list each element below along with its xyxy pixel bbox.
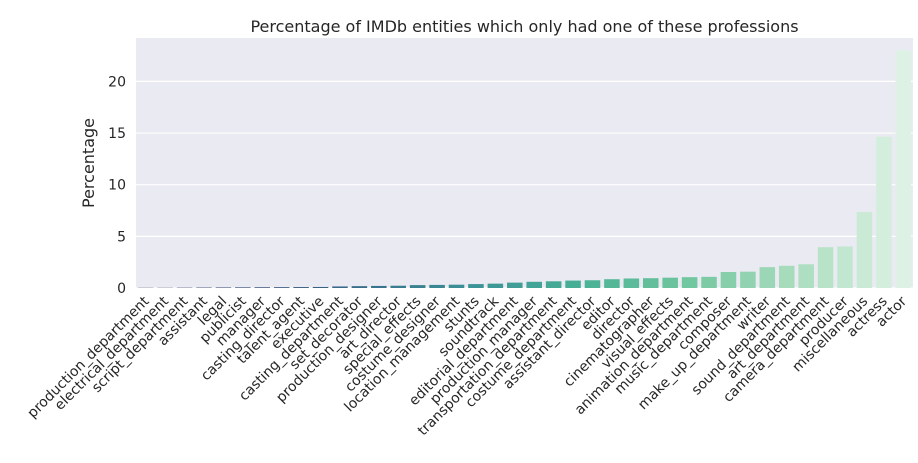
bar-casting-department	[332, 286, 348, 288]
bar-director	[623, 278, 640, 288]
y-tick-label: 15	[108, 126, 126, 142]
bar-editor	[604, 279, 620, 288]
bar-music-department	[701, 276, 717, 288]
bar-miscellaneous	[856, 212, 873, 288]
plot-area	[136, 38, 913, 288]
bar-camera-department	[817, 247, 834, 288]
bar-make-up-department	[740, 271, 756, 288]
bar-manager	[254, 287, 271, 288]
bar-executive	[312, 286, 329, 288]
y-axis-label: Percentage	[79, 118, 98, 208]
bar-production-designer	[371, 285, 387, 288]
chart-title: Percentage of IMDb entities which only h…	[250, 17, 798, 36]
bar-location-management	[448, 284, 465, 288]
bar-transportation-department	[545, 281, 562, 288]
x-tick-label: electrical_department	[52, 293, 173, 414]
bar-production-manager	[526, 281, 542, 288]
bar-set-decorator	[351, 286, 368, 288]
bar-soundtrack	[487, 283, 504, 288]
bar-cinematographer	[642, 278, 659, 288]
bar-editorial-department	[507, 282, 523, 288]
bar-stunts	[468, 284, 484, 288]
y-tick-label: 20	[108, 74, 126, 90]
y-tick-label: 10	[108, 178, 126, 194]
bar-producer	[837, 246, 853, 288]
bar-visual-effects	[662, 277, 678, 288]
bar-art-department	[798, 264, 814, 288]
bar-actor	[895, 50, 912, 288]
y-tick-label: 5	[117, 229, 126, 245]
y-tick-label: 0	[117, 281, 126, 297]
bar-actress	[876, 136, 892, 288]
bar-legal	[215, 287, 232, 288]
bar-composer	[720, 271, 737, 288]
bar-casting-director	[273, 287, 290, 288]
bar-talent-agent	[293, 287, 309, 288]
bar-writer	[759, 267, 776, 288]
bar-costume-department	[565, 280, 581, 288]
bar-art-director	[390, 285, 407, 288]
bar-special-effects	[409, 285, 426, 288]
bar-publicist	[235, 287, 251, 288]
bar-sound-department	[778, 265, 795, 288]
bar-assistant-director	[584, 280, 601, 288]
bars	[137, 50, 912, 288]
x-axis-ticks: production_departmentelectrical_departme…	[25, 293, 911, 439]
bar-animation-department	[681, 277, 698, 288]
y-axis-ticks: 0 5 10 15 20	[108, 74, 126, 297]
bar-costume-designer	[429, 284, 445, 288]
